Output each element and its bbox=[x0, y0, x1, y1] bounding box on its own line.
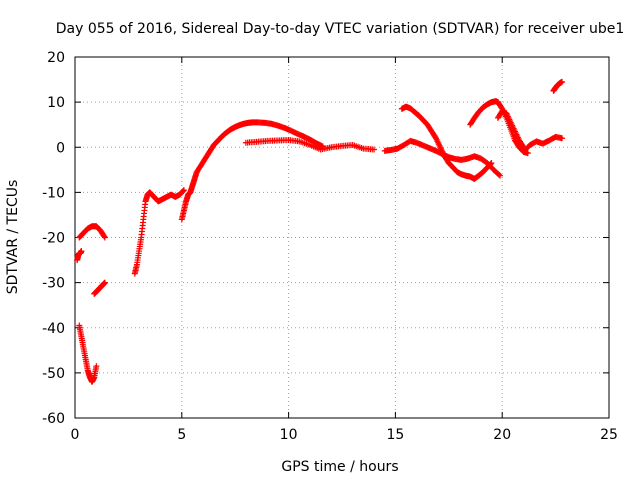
data-series-segment bbox=[76, 322, 100, 385]
y-tick-label: -60 bbox=[42, 411, 65, 427]
y-tick-label: -20 bbox=[42, 231, 65, 247]
y-tick-label: 0 bbox=[56, 140, 65, 156]
data-points bbox=[74, 78, 566, 385]
y-tick-label: -30 bbox=[42, 276, 65, 292]
grid bbox=[75, 57, 609, 418]
y-tick-label: -10 bbox=[42, 185, 65, 201]
x-tick-label: 25 bbox=[600, 427, 618, 443]
x-tick-label: 0 bbox=[71, 427, 80, 443]
data-point bbox=[524, 150, 531, 157]
data-series-segment bbox=[178, 169, 200, 223]
data-series-segment bbox=[242, 137, 378, 153]
data-point bbox=[93, 363, 100, 370]
x-tick-label: 5 bbox=[177, 427, 186, 443]
data-series-segment bbox=[74, 248, 85, 264]
data-series-segment bbox=[249, 119, 326, 150]
data-point bbox=[180, 187, 187, 194]
y-tick-label: -40 bbox=[42, 321, 65, 337]
chart-title: Day 055 of 2016, Sidereal Day-to-day VTE… bbox=[56, 21, 625, 37]
data-point bbox=[101, 234, 108, 241]
axis-ticks: 0 5 10 15 20 25 -60 -50 -40 -30 -20 -10 0 10 20 bbox=[42, 50, 618, 443]
data-point bbox=[371, 146, 378, 153]
y-tick-label: 20 bbox=[47, 50, 65, 66]
data-point bbox=[101, 233, 108, 240]
data-point bbox=[519, 143, 526, 150]
data-point bbox=[559, 135, 566, 142]
data-point bbox=[101, 279, 108, 286]
data-series-segment bbox=[550, 78, 566, 94]
data-series-segment bbox=[471, 160, 495, 182]
data-series-segment bbox=[146, 187, 187, 205]
y-tick-label: 10 bbox=[47, 95, 65, 111]
data-series-segment bbox=[381, 137, 504, 179]
data-point bbox=[487, 160, 494, 167]
data-series-segment bbox=[91, 279, 108, 297]
data-point bbox=[497, 172, 504, 179]
data-series-segment bbox=[131, 189, 153, 277]
data-series-segment bbox=[193, 119, 256, 176]
data-series-segment bbox=[494, 108, 527, 151]
data-point bbox=[559, 78, 566, 85]
y-tick-label: -50 bbox=[42, 366, 65, 382]
x-axis-label: GPS time / hours bbox=[281, 459, 398, 475]
data-point bbox=[495, 171, 502, 178]
data-series-segment bbox=[398, 103, 478, 182]
x-tick-label: 10 bbox=[280, 427, 298, 443]
data-series-segment bbox=[520, 133, 566, 155]
data-series-segment bbox=[76, 223, 108, 241]
x-tick-label: 20 bbox=[493, 427, 511, 443]
y-axis-label: SDTVAR / TECUs bbox=[5, 180, 21, 295]
data-series-segment bbox=[467, 98, 501, 128]
data-point bbox=[488, 160, 495, 167]
plot-frame bbox=[74, 56, 610, 419]
x-tick-label: 15 bbox=[386, 427, 404, 443]
data-point bbox=[78, 248, 85, 255]
data-point bbox=[180, 187, 187, 194]
